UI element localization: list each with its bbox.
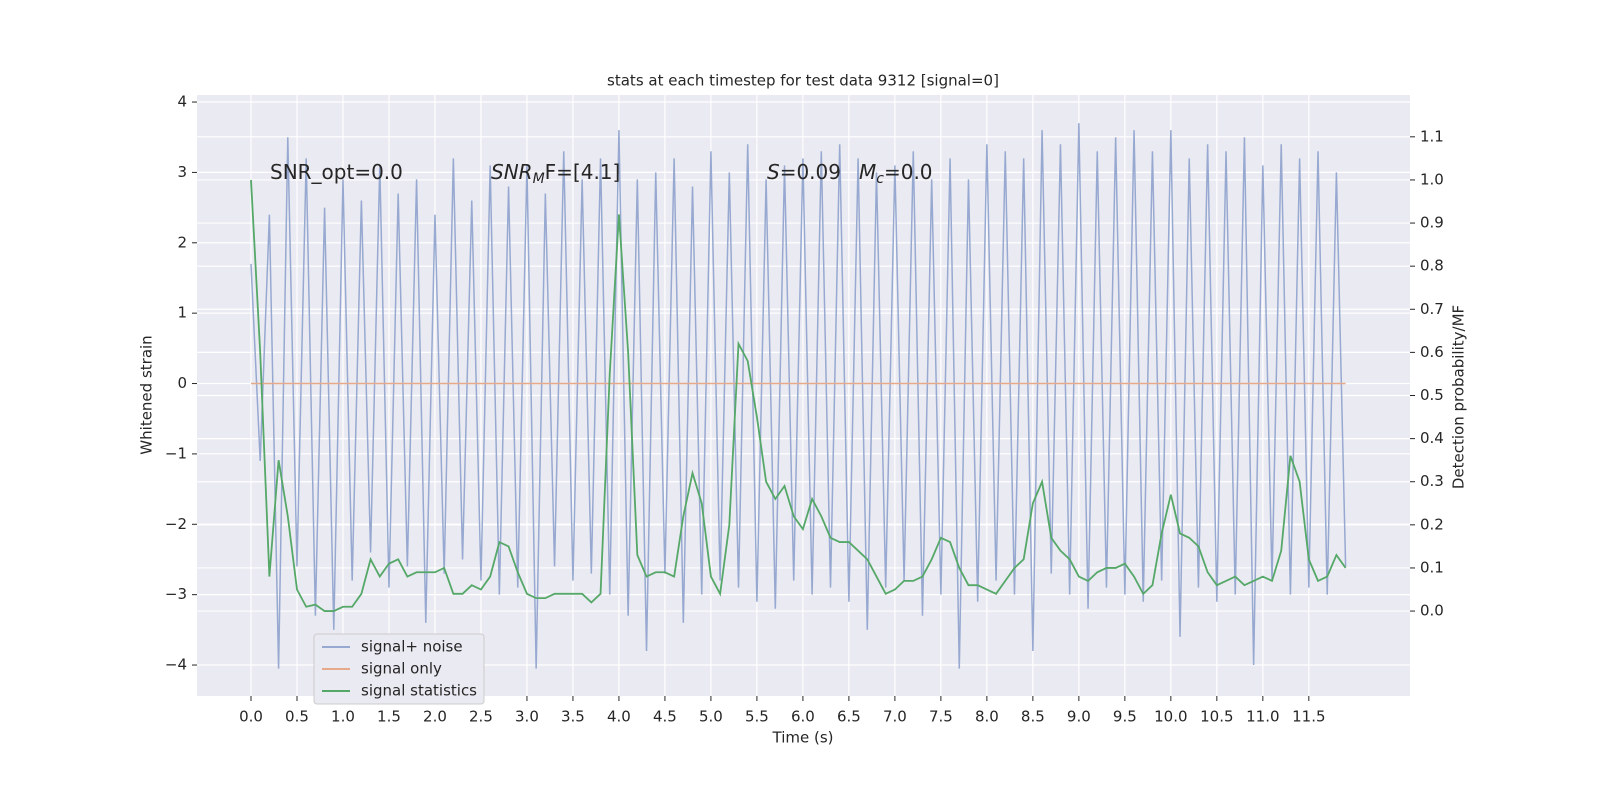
annotation-part: SNR_opt=0.0 (270, 160, 403, 184)
x-tick-label: 1.0 (331, 708, 355, 726)
y2-axis-label: Detection probability/MF (1450, 305, 1468, 489)
series-line (250, 179, 1347, 612)
annotation: Mc=0.0 (859, 160, 933, 188)
y-tick-label: 0 (177, 374, 187, 392)
y2-tick-label: 0.1 (1420, 558, 1444, 576)
annotation-part: c (876, 171, 884, 187)
x-tick-label: 11.5 (1292, 708, 1325, 726)
x-tick-label: 7.5 (929, 708, 953, 726)
legend-label: signal only (361, 660, 442, 678)
y2-tick-label: 0.4 (1420, 429, 1444, 447)
x-tick-label: 6.0 (791, 708, 815, 726)
y-tick-label: 2 (177, 233, 187, 251)
y2-tick-label: 1.0 (1420, 170, 1444, 188)
x-tick-label: 9.0 (1067, 708, 1091, 726)
x-tick-label: 6.5 (837, 708, 861, 726)
y-tick-label: 3 (177, 163, 187, 181)
x-tick-label: 3.0 (515, 708, 539, 726)
annotation-part: F=[4.1] (545, 160, 621, 184)
legend-label: signal+ noise (361, 638, 463, 656)
x-tick-label: 2.0 (423, 708, 447, 726)
x-tick-label: 9.5 (1113, 708, 1137, 726)
x-tick-label: 1.5 (377, 708, 401, 726)
y2-tick-label: 0.0 (1420, 602, 1444, 620)
y-axis-label: Whitened strain (138, 335, 156, 454)
annotation-part: =0.09 (780, 160, 841, 184)
x-tick-label: 0.0 (239, 708, 263, 726)
x-tick-label: 10.5 (1200, 708, 1233, 726)
x-axis-label: Time (s) (772, 729, 834, 747)
y-tick-label: −4 (165, 656, 187, 674)
annotation-part: =0.0 (884, 160, 933, 184)
legend-label: signal statistics (361, 682, 477, 700)
x-tick-label: 5.5 (745, 708, 769, 726)
x-tick-label: 4.0 (607, 708, 631, 726)
x-tick-label: 7.0 (883, 708, 907, 726)
annotation: SNRMF=[4.1] (491, 160, 620, 188)
y2-tick-label: 0.2 (1420, 515, 1444, 533)
y-tick-label: 1 (177, 304, 187, 322)
y2-tick-label: 0.8 (1420, 257, 1444, 275)
annotation: S=0.09 (767, 160, 841, 184)
y2-tick-label: 0.5 (1420, 386, 1444, 404)
x-tick-label: 2.5 (469, 708, 493, 726)
annotation-part: SNR (491, 160, 533, 184)
series-line (250, 123, 1347, 669)
y-tick-label: −2 (165, 515, 187, 533)
y2-tick-label: 0.3 (1420, 472, 1444, 490)
annotation-part: S (767, 160, 780, 184)
chart-title: stats at each timestep for test data 931… (607, 72, 999, 90)
x-tick-label: 11.0 (1246, 708, 1279, 726)
x-tick-label: 0.5 (285, 708, 309, 726)
y-tick-label: −3 (165, 585, 187, 603)
x-tick-label: 8.0 (975, 708, 999, 726)
y-tick-label: −1 (165, 444, 187, 462)
y2-tick-label: 0.9 (1420, 214, 1444, 232)
y2-tick-label: 0.6 (1420, 343, 1444, 361)
y-tick-label: 4 (177, 93, 187, 111)
annotation-part: M (859, 160, 876, 184)
x-tick-label: 4.5 (653, 708, 677, 726)
x-tick-label: 3.5 (561, 708, 585, 726)
x-tick-label: 8.5 (1021, 708, 1045, 726)
x-tick-label: 5.0 (699, 708, 723, 726)
y2-tick-label: 0.7 (1420, 300, 1444, 318)
annotation-part: M (533, 171, 545, 187)
y2-tick-label: 1.1 (1420, 127, 1444, 145)
x-tick-label: 10.0 (1154, 708, 1187, 726)
legend-box (313, 633, 485, 705)
annotation: SNR_opt=0.0 (270, 160, 403, 184)
